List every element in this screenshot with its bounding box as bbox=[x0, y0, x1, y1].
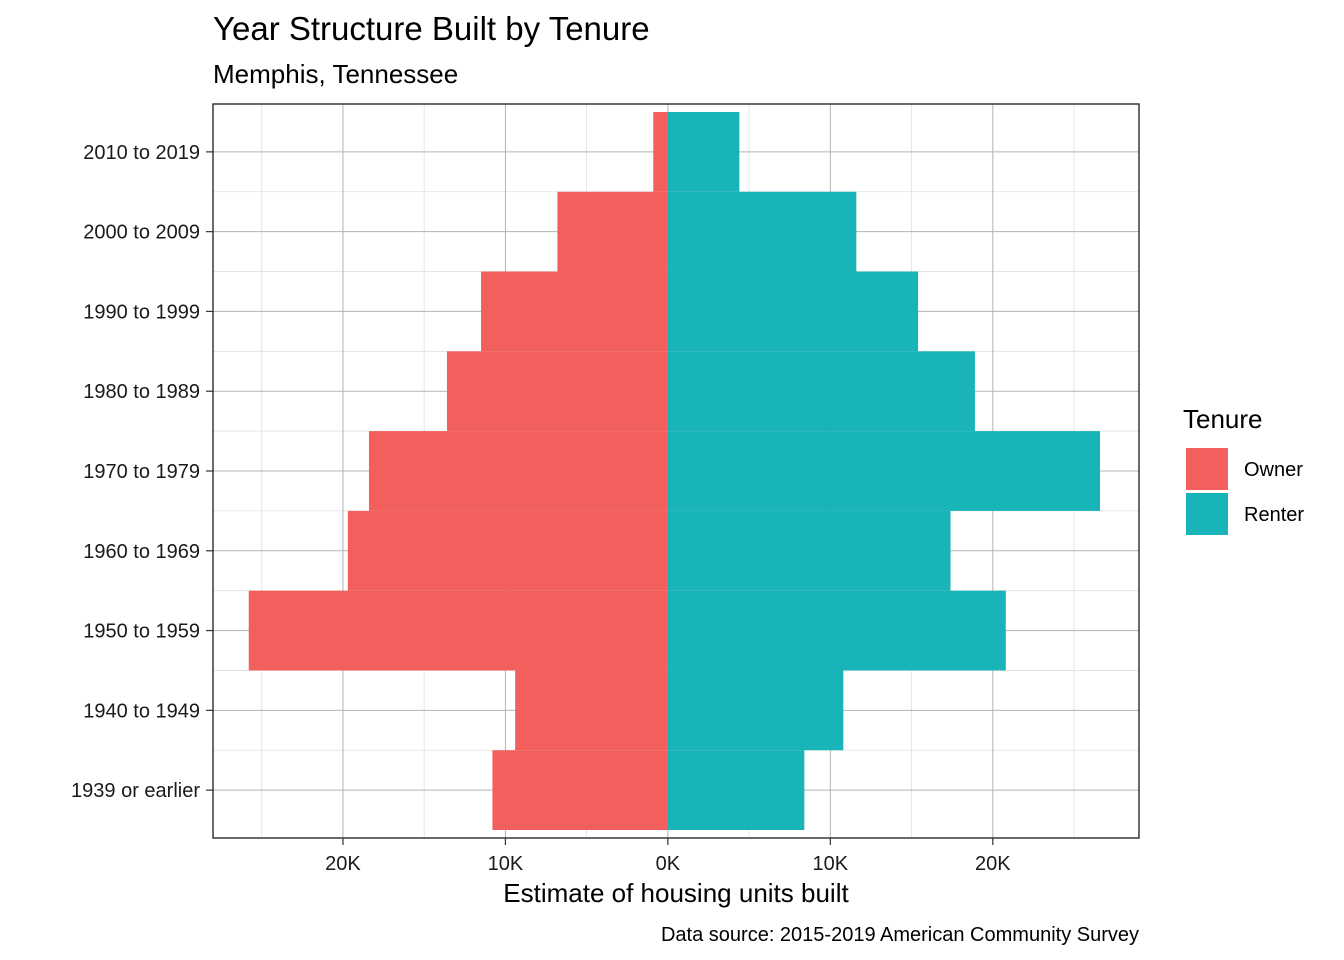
legend-label-owner: Owner bbox=[1244, 459, 1303, 481]
legend-key-owner bbox=[1186, 448, 1228, 490]
y-tick-label: 1990 to 1999 bbox=[83, 301, 200, 323]
bar-renter-1 bbox=[667, 670, 844, 751]
bar-renter-7 bbox=[667, 191, 857, 272]
legend-title: Tenure bbox=[1183, 404, 1263, 434]
bar-renter-4 bbox=[667, 431, 1101, 511]
bar-renter-2 bbox=[667, 590, 1006, 671]
bar-renter-3 bbox=[667, 510, 951, 591]
y-tick-label: 1960 to 1969 bbox=[83, 541, 200, 563]
bar-renter-8 bbox=[667, 111, 740, 192]
legend-label-renter: Renter bbox=[1244, 504, 1304, 526]
caption: Data source: 2015-2019 American Communit… bbox=[661, 924, 1139, 946]
bars bbox=[248, 111, 1101, 831]
bar-owner-6 bbox=[481, 271, 668, 352]
y-tick-label: 2010 to 2019 bbox=[83, 142, 200, 164]
bar-owner-8 bbox=[653, 111, 668, 192]
x-axis-label: Estimate of housing units built bbox=[503, 878, 849, 908]
y-tick-label: 1970 to 1979 bbox=[83, 461, 200, 483]
y-tick-label: 1940 to 1949 bbox=[83, 700, 200, 722]
bar-owner-1 bbox=[515, 670, 668, 751]
y-axis: 1939 or earlier 1940 to 1949 1950 to 1959 1… bbox=[71, 142, 213, 802]
y-tick-label: 1950 to 1959 bbox=[83, 621, 200, 643]
legend: Tenure Owner Renter bbox=[1183, 404, 1304, 535]
y-tick-label: 2000 to 2009 bbox=[83, 222, 200, 244]
x-axis: 20K 10K 0K 10K 20K bbox=[325, 838, 1011, 875]
bar-owner-4 bbox=[368, 431, 668, 511]
bar-renter-6 bbox=[667, 271, 919, 352]
legend-key-renter bbox=[1186, 493, 1228, 535]
bar-renter-0 bbox=[667, 750, 805, 831]
y-tick-label: 1980 to 1989 bbox=[83, 381, 200, 403]
x-tick-label: 10K bbox=[813, 853, 849, 875]
bar-owner-5 bbox=[446, 351, 668, 432]
x-tick-label: 20K bbox=[325, 853, 361, 875]
bar-renter-5 bbox=[667, 351, 975, 432]
x-tick-label: 10K bbox=[488, 853, 524, 875]
bar-owner-7 bbox=[557, 191, 668, 272]
bar-owner-3 bbox=[347, 510, 668, 591]
y-tick-label: 1939 or earlier bbox=[71, 780, 200, 802]
x-tick-label: 20K bbox=[975, 853, 1011, 875]
chart-title: Year Structure Built by Tenure bbox=[213, 10, 650, 47]
x-tick-label: 0K bbox=[656, 853, 681, 875]
chart-subtitle: Memphis, Tennessee bbox=[213, 59, 458, 89]
bar-owner-0 bbox=[492, 750, 668, 831]
bar-owner-2 bbox=[248, 590, 668, 671]
